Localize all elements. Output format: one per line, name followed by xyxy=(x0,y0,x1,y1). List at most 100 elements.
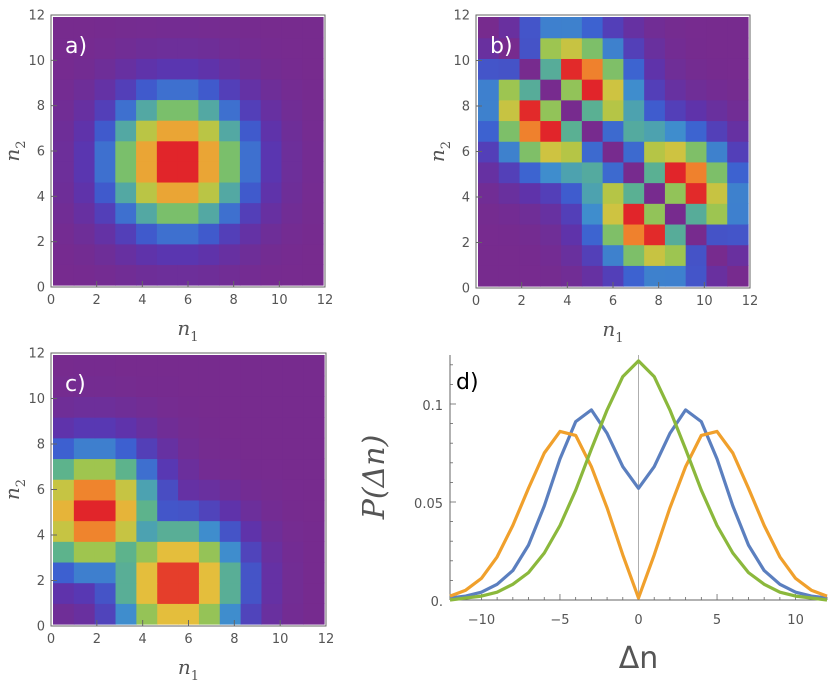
heatmap-cell xyxy=(282,479,304,501)
heatmap-cell xyxy=(706,182,728,204)
heatmap-cell xyxy=(115,243,137,265)
heatmap-cell xyxy=(540,223,562,246)
heatmap-cell xyxy=(302,140,324,162)
heatmap-cell xyxy=(644,141,666,163)
heatmap-cell xyxy=(540,265,562,287)
heatmap-cell xyxy=(727,141,749,163)
heatmap-cell xyxy=(303,437,325,460)
heatmap-cell xyxy=(53,417,75,439)
heatmap-cell xyxy=(302,223,324,245)
y-tick-label: 0.05 xyxy=(414,497,443,512)
y-tick-label: 0.1 xyxy=(422,399,443,414)
heatmap-cell xyxy=(219,458,242,480)
heatmap-cell xyxy=(519,244,541,266)
heatmap-cell xyxy=(136,223,158,245)
heatmap-cell xyxy=(540,79,562,101)
heatmap-cell xyxy=(261,417,283,439)
heatmap-cell xyxy=(94,479,117,501)
heatmap-cell xyxy=(706,58,728,80)
y-tick-label: 2 xyxy=(37,235,45,250)
heatmap-cell xyxy=(240,520,263,542)
heatmap-cell xyxy=(540,182,562,204)
heatmap-cell xyxy=(602,141,624,163)
heatmap-cell xyxy=(239,161,262,183)
heatmap-cell xyxy=(198,78,220,101)
heatmap-cell xyxy=(219,355,242,377)
heatmap-cell xyxy=(261,561,283,584)
heatmap-cell xyxy=(261,520,283,542)
heatmap-cell xyxy=(519,203,541,225)
heatmap-cell xyxy=(581,244,604,266)
heatmap-cell xyxy=(602,223,624,246)
heatmap-cell xyxy=(177,120,199,142)
heatmap-cell xyxy=(664,244,687,266)
heatmap-cell xyxy=(178,582,200,604)
x-tick-label: 6 xyxy=(184,293,192,308)
x-tick-label: 2 xyxy=(518,294,526,309)
x-tick-label: 0 xyxy=(472,294,480,309)
heatmap-cell xyxy=(623,99,645,122)
heatmap-cell xyxy=(94,181,116,204)
heatmap-cell xyxy=(623,58,645,80)
heatmap-cell xyxy=(94,58,116,80)
series-line-blue xyxy=(449,408,828,600)
heatmap-cell xyxy=(623,17,645,39)
heatmap-cell xyxy=(685,120,708,142)
heatmap-cell xyxy=(53,161,75,183)
heatmap-cell xyxy=(623,203,645,225)
heatmap-cell xyxy=(177,37,199,59)
heatmap-cell xyxy=(136,140,158,162)
heatmap-cell xyxy=(198,437,221,460)
y-tick-label: 4 xyxy=(37,190,45,205)
x-tick-label: 12 xyxy=(742,294,759,309)
heatmap-cell xyxy=(706,79,728,101)
y-tick-label: 12 xyxy=(28,9,45,24)
heatmap-cell xyxy=(260,37,283,59)
heatmap-cell xyxy=(281,202,303,224)
heatmap-cell xyxy=(498,203,521,225)
heatmap-cell xyxy=(302,202,324,224)
heatmap-cell xyxy=(136,541,158,563)
heatmap-cell xyxy=(664,17,687,39)
heatmap-cell xyxy=(156,243,179,265)
heatmap-cell xyxy=(178,561,200,584)
heatmap-cell xyxy=(260,243,283,265)
heatmap-cell xyxy=(685,37,708,59)
heatmap-cell xyxy=(260,140,283,162)
heatmap-cell xyxy=(727,58,749,80)
heatmap-cell xyxy=(115,479,137,501)
panel-label: a) xyxy=(65,34,87,59)
y-axis-label: n2 xyxy=(0,140,29,161)
heatmap-cell xyxy=(498,99,521,122)
heatmap-cell xyxy=(178,520,200,542)
heatmap-cell xyxy=(157,520,179,542)
heatmap-cell xyxy=(664,99,687,122)
heatmap-cell xyxy=(177,264,199,286)
heatmap-cell xyxy=(519,58,541,80)
heatmap-cell xyxy=(302,243,324,265)
heatmap-cell xyxy=(581,58,604,80)
heatmap-cell xyxy=(260,17,283,39)
heatmap-cell xyxy=(602,265,624,287)
heatmap-cell xyxy=(623,37,645,59)
heatmap-cell xyxy=(602,244,624,266)
heatmap-cell xyxy=(561,182,583,204)
heatmap-cell xyxy=(136,458,158,480)
heatmap-cell xyxy=(53,120,75,142)
heatmap-cell xyxy=(685,203,708,225)
heatmap-cell xyxy=(156,78,179,101)
heatmap-cell xyxy=(177,223,199,245)
heatmap-cell xyxy=(198,202,220,224)
heatmap-cell xyxy=(198,520,221,542)
heatmap-cell xyxy=(281,78,303,101)
heatmap-cell xyxy=(706,99,728,122)
heatmap-cell xyxy=(282,561,304,584)
heatmap-cell xyxy=(519,120,541,142)
heatmap-cell xyxy=(240,479,263,501)
heatmap-cell xyxy=(664,182,687,204)
heatmap-cell xyxy=(685,223,708,246)
heatmap-cell xyxy=(706,223,728,246)
heatmap-cell xyxy=(498,182,521,204)
heatmap-cell xyxy=(478,161,500,184)
heatmap-cell xyxy=(239,264,262,286)
